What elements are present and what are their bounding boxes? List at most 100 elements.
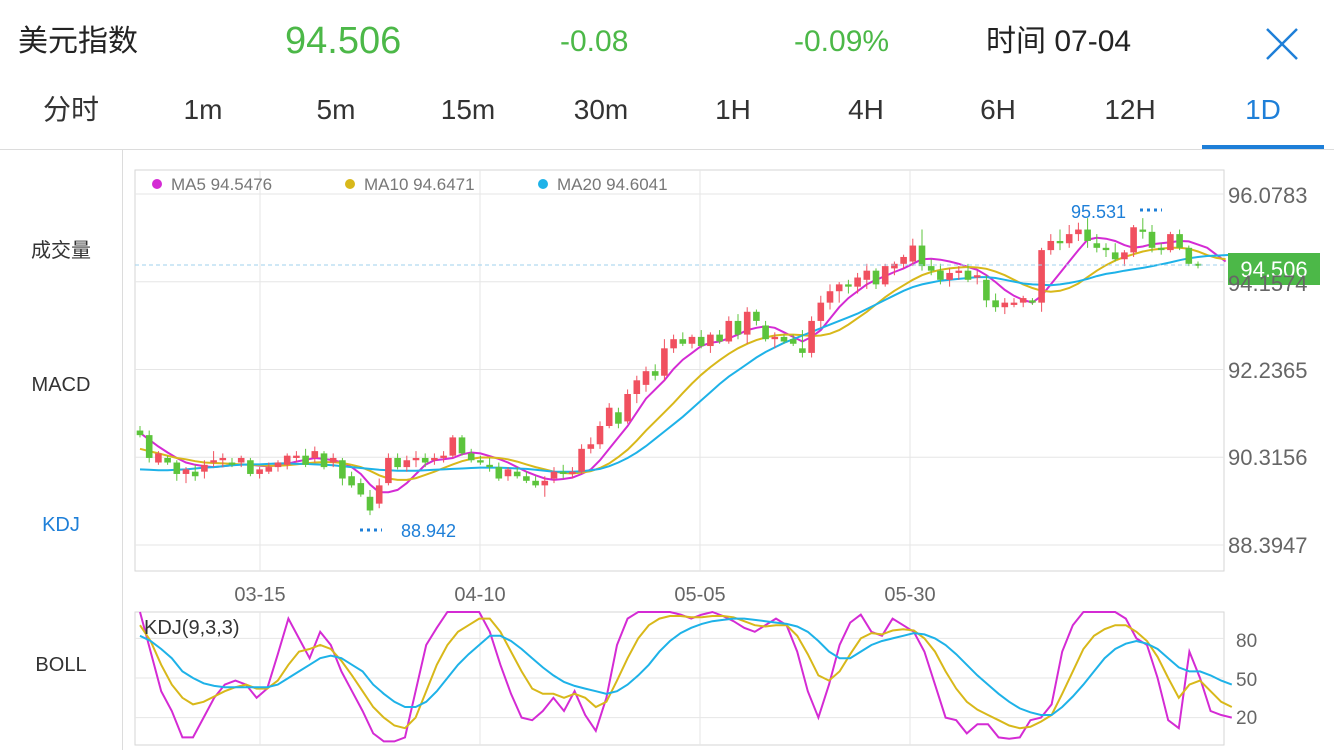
last-price: 94.506 — [285, 20, 402, 62]
candle-body — [541, 480, 549, 486]
candle-body — [1102, 247, 1110, 251]
x-tick-label: 05-05 — [674, 584, 725, 606]
chart-frame — [134, 169, 1225, 572]
candle-body — [955, 270, 963, 273]
candle-body — [615, 412, 622, 424]
candle-body — [385, 457, 392, 484]
candle-body — [780, 336, 788, 342]
candle-body — [1010, 302, 1018, 305]
candle-body — [1185, 247, 1193, 264]
tab-12h[interactable]: 12H — [1104, 94, 1156, 125]
candle-body — [937, 270, 944, 280]
kdj-y-tick-label: 20 — [1236, 708, 1257, 729]
candle-body — [973, 275, 981, 278]
candle-body — [799, 348, 806, 353]
candle-body — [458, 437, 466, 454]
kdj-y-tick-label: 50 — [1236, 670, 1257, 691]
chart-legend: MA5 94.5476 MA10 94.6471 MA20 94.6041 — [152, 175, 668, 194]
tab-1h[interactable]: 1H — [715, 94, 751, 125]
tab-6h[interactable]: 6H — [980, 94, 1016, 125]
legend-dot-ma10 — [345, 179, 355, 189]
tab-1d[interactable]: 1D — [1245, 94, 1281, 125]
y-tick-label: 96.0783 — [1228, 183, 1308, 208]
candle-body — [1176, 234, 1183, 248]
candle-body — [992, 300, 999, 308]
candle-body — [1093, 243, 1101, 248]
close-icon[interactable] — [1262, 24, 1302, 64]
price-change-percent: -0.09% — [794, 25, 890, 58]
side-item-kdj[interactable]: KDJ — [42, 514, 80, 536]
x-tick-label: 04-10 — [454, 584, 505, 606]
candle-body — [1139, 229, 1147, 232]
candle-body — [881, 266, 889, 285]
side-item-macd[interactable]: MACD — [31, 374, 91, 396]
candle-body — [707, 334, 714, 347]
candle-body — [872, 270, 880, 285]
candle-body — [596, 425, 604, 445]
candle-body — [431, 457, 438, 461]
active-tab-indicator — [1202, 145, 1324, 149]
candle-body — [1047, 240, 1055, 251]
candle-body — [1029, 300, 1036, 303]
kdj-title: KDJ(9,3,3) — [144, 617, 240, 639]
candle-body — [394, 457, 401, 468]
candle-body — [237, 457, 245, 463]
tab-15m[interactable]: 15m — [440, 94, 496, 125]
candle-body — [569, 471, 576, 474]
candle-body — [550, 471, 558, 479]
candle-body — [504, 469, 512, 477]
tab-1m[interactable]: 1m — [183, 94, 223, 125]
tab-5m[interactable]: 5m — [316, 94, 356, 125]
candle-body — [1065, 234, 1073, 244]
side-item-boll[interactable]: BOLL — [35, 654, 87, 676]
quote-header: 美元指数 94.506 -0.08 -0.09% 时间 07-04 分时 1m … — [0, 0, 1334, 150]
candle-body — [173, 462, 181, 474]
candle-body — [421, 457, 429, 463]
candle-body — [1111, 252, 1119, 260]
candle-body — [247, 460, 254, 474]
candle-body — [219, 457, 227, 461]
candle-body — [523, 476, 530, 481]
candle-body — [440, 455, 447, 458]
candle-body — [964, 270, 972, 280]
low-value-label: 88.942 — [401, 521, 456, 541]
candle-body — [642, 371, 650, 385]
y-tick-label: 92.2365 — [1228, 358, 1308, 383]
candle-body — [891, 263, 898, 269]
candle-body — [789, 339, 797, 344]
candle-body — [182, 469, 190, 474]
candle-body — [348, 476, 355, 486]
candle-body — [155, 453, 162, 463]
candle-body — [605, 407, 613, 426]
legend-ma10: MA10 94.6471 — [364, 175, 475, 194]
candle-body — [762, 325, 769, 340]
x-axis-labels: 03-15 04-10 05-05 05-30 — [234, 584, 935, 606]
candle-body — [136, 430, 144, 436]
side-item-volume[interactable]: 成交量 — [31, 240, 91, 262]
candle-body — [477, 460, 484, 463]
candle-body — [771, 336, 779, 340]
kdj-line-1 — [139, 615, 1233, 730]
candle-body — [1056, 240, 1064, 244]
candle-body — [633, 380, 641, 395]
tab-4h[interactable]: 4H — [848, 94, 884, 125]
candle-body — [587, 444, 595, 449]
tab-30m[interactable]: 30m — [573, 94, 629, 125]
candle-body — [688, 336, 696, 344]
candle-body — [274, 462, 282, 468]
candle-body — [927, 266, 935, 271]
candle-body — [228, 462, 236, 465]
tab-fenshi[interactable]: 分时 — [42, 94, 99, 125]
candle-body — [854, 277, 861, 287]
candle-body — [578, 448, 585, 472]
candle-body — [734, 320, 742, 335]
kdj-y-axis-labels: 80 50 20 — [1236, 631, 1257, 729]
candle-body — [900, 256, 907, 264]
candle-body — [495, 467, 503, 479]
candle-body — [201, 464, 208, 472]
y-axis-labels: 96.0783 94.1574 92.2365 90.3156 88.3947 — [1228, 183, 1308, 558]
candle-body — [486, 464, 493, 468]
legend-ma5: MA5 94.5476 — [171, 175, 272, 194]
candle-body — [210, 460, 217, 463]
